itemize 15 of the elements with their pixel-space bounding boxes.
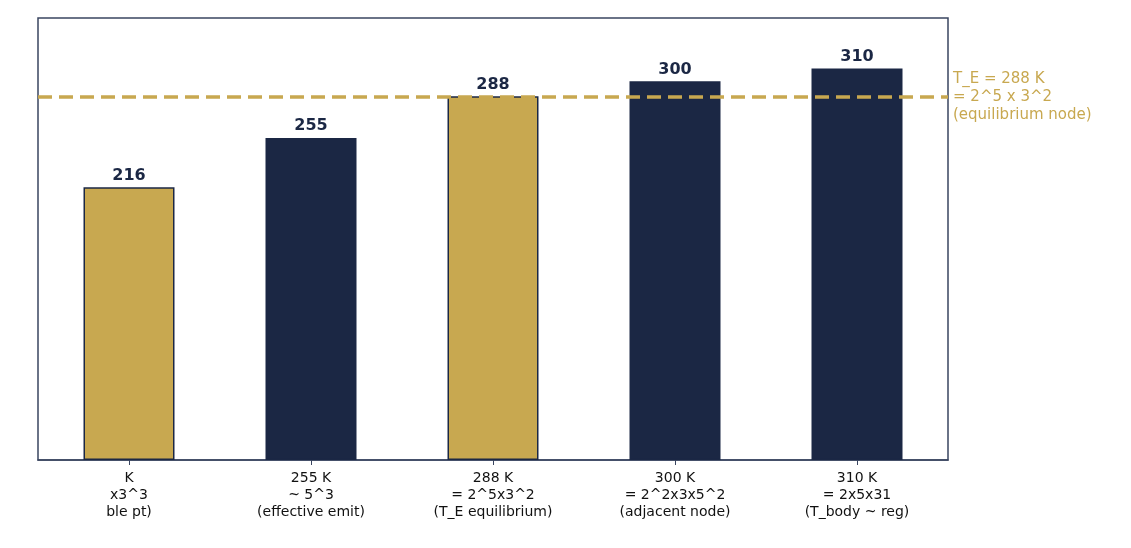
bar [811, 68, 903, 460]
data-label: 310 [840, 46, 874, 66]
x-tick-label: 288 K = 2^5x3^2 (T_E equilibrium) [433, 468, 553, 519]
data-label: 216 [112, 164, 146, 184]
ref-line-label: T_E = 288 K = 2^5 x 3^2 (equilibrium node) [952, 69, 1092, 124]
x-tick-label: 310 K = 2x5x31 (T_body ~ reg) [804, 468, 910, 519]
data-label: 300 [658, 58, 692, 78]
data-label: 288 [476, 73, 510, 93]
bar [265, 137, 357, 460]
x-tick-label: K x3^3 ble pt) [106, 468, 152, 519]
x-tick-label: 255 K ~ 5^3 (effective emit) [257, 468, 365, 519]
data-label: 255 [294, 115, 328, 135]
bar [83, 187, 175, 460]
x-tick-label: 300 K = 2^2x3x5^2 (adjacent node) [619, 468, 731, 519]
bar [629, 81, 721, 460]
